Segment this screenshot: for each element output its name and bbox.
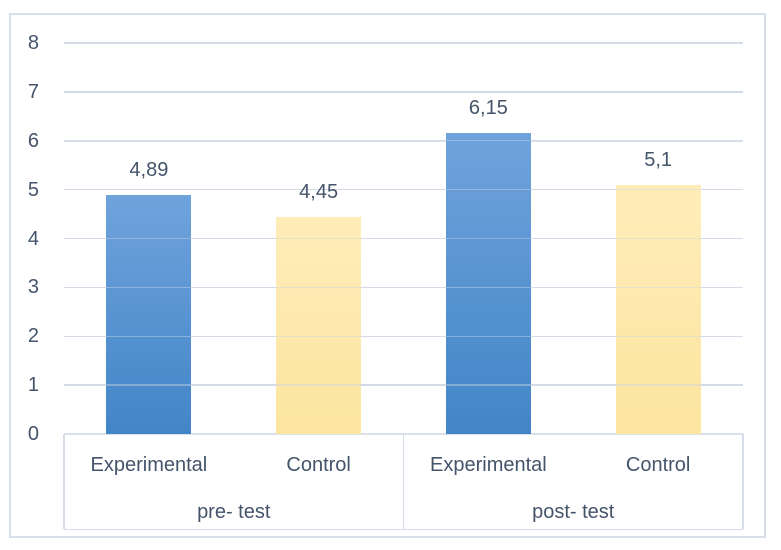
gridline	[64, 384, 743, 386]
gridline-overlay	[64, 286, 743, 289]
gridline	[64, 335, 743, 338]
y-tick-label: 4	[27, 227, 39, 250]
axis-box-divider	[742, 434, 744, 529]
category-label: Control	[625, 454, 691, 476]
gridline	[64, 237, 743, 240]
y-tick-label: 1	[27, 374, 39, 397]
bar-value-label: 4,45	[299, 180, 339, 203]
gridline-overlay	[64, 188, 743, 191]
bar-value-label: 4,89	[129, 159, 169, 181]
gridline-overlay	[64, 91, 743, 93]
axis-box-divider	[63, 434, 65, 529]
gridline	[64, 286, 743, 289]
gridline	[64, 42, 743, 44]
y-tick-label: 8	[27, 32, 39, 54]
gridline	[64, 91, 743, 93]
gridline-overlay	[64, 335, 743, 337]
category-label: Experimental	[90, 454, 208, 476]
experimental-bar	[106, 195, 192, 434]
y-tick-label: 3	[27, 276, 39, 299]
gridline-overlay	[64, 42, 743, 44]
y-tick-label: 0	[27, 423, 39, 445]
y-tick-label: 6	[27, 129, 39, 152]
category-label: Control	[286, 454, 351, 476]
experimental-bar	[445, 133, 531, 434]
gridline-overlay	[64, 140, 743, 142]
y-tick-label: 5	[27, 178, 39, 201]
axis-box-bottom-line	[64, 529, 743, 531]
bar-value-label: 5,1	[644, 148, 673, 171]
gridline-overlay	[64, 384, 743, 386]
y-tick-label: 7	[27, 80, 39, 103]
group-label: post- test	[532, 501, 615, 523]
control-bar	[276, 216, 362, 434]
bar-value-label: 6,15	[468, 97, 508, 120]
y-tick-label: 2	[27, 325, 39, 348]
gridline	[64, 140, 743, 142]
gridline	[64, 188, 743, 191]
group-label: pre- test	[197, 501, 271, 523]
category-label: Experimental	[430, 454, 547, 476]
chart-frame: 0 1 2 3 4 5 6 7 8 4,89 4,45 6,15 5,1 Experimental Cont…	[9, 13, 766, 538]
control-bar	[615, 184, 701, 434]
axis-box-divider	[402, 434, 405, 529]
gridline-overlay	[64, 237, 743, 240]
